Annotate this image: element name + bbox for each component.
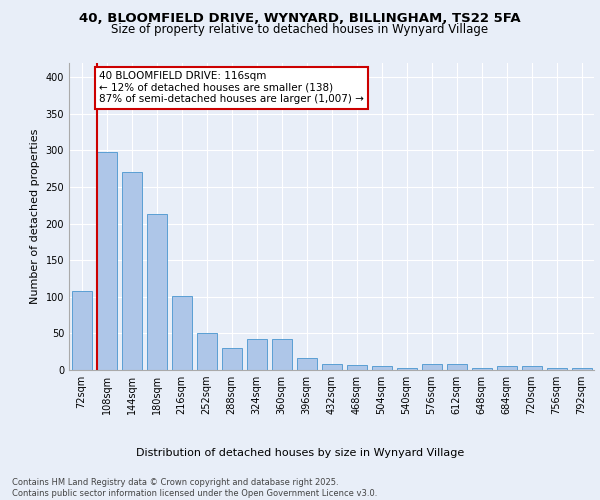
Bar <box>322 364 341 370</box>
Text: 40 BLOOMFIELD DRIVE: 116sqm
← 12% of detached houses are smaller (138)
87% of se: 40 BLOOMFIELD DRIVE: 116sqm ← 12% of det… <box>99 72 364 104</box>
Bar <box>547 368 566 370</box>
Bar <box>571 368 592 370</box>
Bar <box>472 368 491 370</box>
Bar <box>521 366 542 370</box>
Bar <box>296 358 317 370</box>
Bar <box>446 364 467 370</box>
Bar <box>347 365 367 370</box>
Bar <box>97 152 116 370</box>
Bar <box>371 366 392 370</box>
Bar <box>197 332 217 370</box>
Text: 40, BLOOMFIELD DRIVE, WYNYARD, BILLINGHAM, TS22 5FA: 40, BLOOMFIELD DRIVE, WYNYARD, BILLINGHA… <box>79 12 521 26</box>
Bar <box>146 214 167 370</box>
Bar <box>271 339 292 370</box>
Bar <box>247 339 266 370</box>
Bar <box>497 366 517 370</box>
Bar <box>421 364 442 370</box>
Y-axis label: Number of detached properties: Number of detached properties <box>30 128 40 304</box>
Text: Distribution of detached houses by size in Wynyard Village: Distribution of detached houses by size … <box>136 448 464 458</box>
Bar <box>221 348 241 370</box>
Bar <box>71 291 91 370</box>
Bar <box>172 296 191 370</box>
Text: Size of property relative to detached houses in Wynyard Village: Size of property relative to detached ho… <box>112 22 488 36</box>
Text: Contains HM Land Registry data © Crown copyright and database right 2025.
Contai: Contains HM Land Registry data © Crown c… <box>12 478 377 498</box>
Bar <box>397 368 416 370</box>
Bar <box>121 172 142 370</box>
